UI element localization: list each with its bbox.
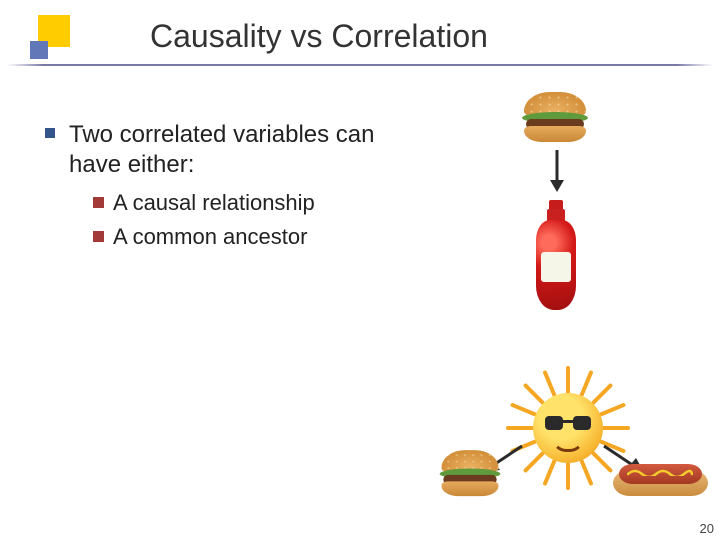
sub-bullet-item: A common ancestor: [93, 220, 405, 254]
ketchup-icon: [530, 200, 582, 315]
sub-bullet-item: A causal relationship: [93, 186, 405, 220]
page-number: 20: [700, 521, 714, 536]
illustration-area: [430, 90, 710, 520]
slide-title: Causality vs Correlation: [150, 18, 488, 55]
sub-bullet-text: A causal relationship: [113, 190, 315, 215]
content-block: Two correlated variables can have either…: [45, 120, 405, 254]
arrow-down-icon: [548, 148, 566, 194]
sub-bullet-list: A causal relationship A common ancestor: [93, 186, 405, 254]
burger-icon: [520, 92, 590, 144]
sub-bullet-text: A common ancestor: [113, 224, 307, 249]
title-underline: [0, 64, 720, 66]
hotdog-icon: [613, 460, 708, 502]
sub-bullet-icon: [93, 231, 104, 242]
main-bullet-text: Two correlated variables can have either…: [69, 120, 405, 180]
bullet-icon: [45, 128, 55, 138]
sub-bullet-icon: [93, 197, 104, 208]
slide-corner-decoration: [30, 15, 80, 65]
burger-icon: [438, 450, 502, 498]
